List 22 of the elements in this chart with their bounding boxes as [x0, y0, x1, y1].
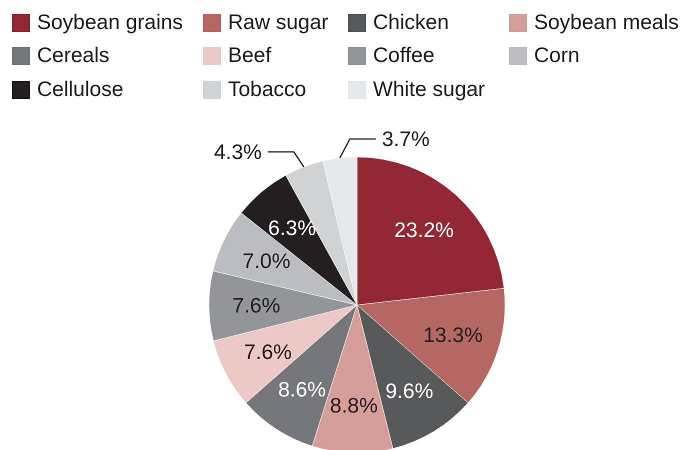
legend-label: Beef [228, 44, 272, 68]
data-label: 8.8% [330, 394, 378, 418]
data-label: 23.2% [394, 218, 454, 242]
data-label: 6.3% [268, 216, 316, 240]
legend-label: Coffee [373, 44, 434, 68]
legend-label: Raw sugar [228, 10, 328, 35]
legend-label: Chicken [373, 10, 449, 35]
legend-label: Soybean meals [534, 10, 679, 35]
legend-label: White sugar [373, 78, 486, 102]
data-label: 7.0% [242, 250, 290, 273]
legend-label: Corn [534, 44, 580, 68]
legend-label: Tobacco [228, 78, 306, 102]
legend-label: Soybean grains [37, 10, 183, 35]
data-label: 9.6% [385, 379, 434, 402]
data-label: 13.3% [423, 324, 483, 347]
data-label: 3.7% [382, 128, 430, 150]
data-label: 7.6% [232, 294, 280, 318]
data-label: 7.6% [244, 340, 292, 364]
data-label: 4.3% [214, 140, 262, 164]
legend-label: Cereals [37, 44, 110, 68]
data-label: 8.6% [278, 378, 326, 401]
legend-label: Cellulose [37, 78, 124, 102]
